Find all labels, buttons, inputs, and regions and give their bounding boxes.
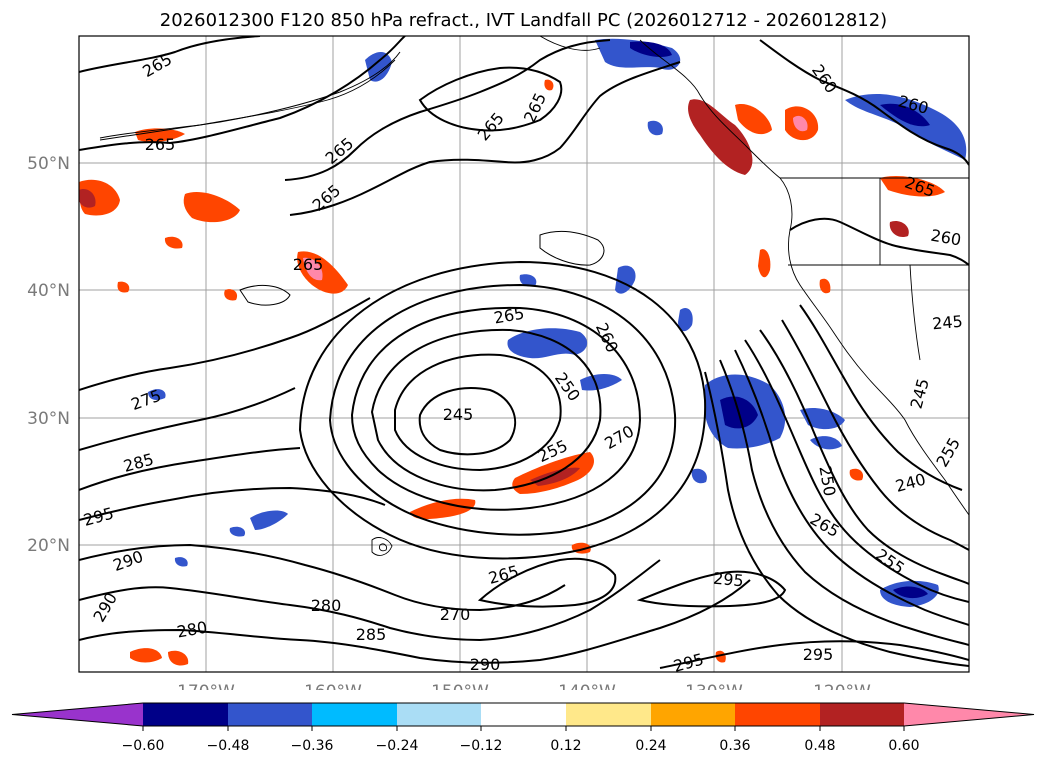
contour-label: 295: [712, 569, 744, 591]
lon-label-160w: 160°W: [304, 682, 362, 690]
colorbar-tick-label: −0.24: [376, 738, 419, 754]
colorbar-segment: [735, 703, 820, 726]
lat-label-20n: 20°N: [27, 536, 70, 556]
colorbar-tick-label: −0.12: [460, 738, 503, 754]
colorbar-segments: [12, 703, 1034, 726]
contour-label: 265: [293, 255, 324, 274]
lat-label-40n: 40°N: [27, 281, 70, 301]
contour-label: 295: [803, 645, 834, 664]
contour-label: 265: [145, 135, 176, 154]
colorbar-segment: [397, 703, 481, 726]
colorbar-segment: [566, 703, 651, 726]
colorbar-extend-min: [12, 703, 143, 726]
colorbar-ticks: [143, 726, 904, 731]
colorbar-tick-labels: −0.60 −0.48 −0.36 −0.24 −0.12 0.12 0.24 …: [122, 738, 920, 754]
lat-label-50n: 50°N: [27, 154, 70, 174]
contour-label: 280: [311, 596, 342, 615]
colorbar-segment: [820, 703, 904, 726]
colorbar-tick-label: −0.48: [207, 738, 250, 754]
colorbar-segment: [228, 703, 312, 726]
colorbar-tick-label: 0.36: [719, 738, 750, 754]
colorbar-extend-max: [904, 703, 1034, 726]
lon-label-130w: 130°W: [685, 682, 743, 690]
colorbar-tick-label: 0.48: [804, 738, 835, 754]
latitude-labels: 50°N 40°N 30°N 20°N: [27, 154, 70, 556]
colorbar-outline: [12, 703, 1034, 726]
contour-label: 245: [443, 405, 474, 424]
contour-label: 290: [470, 655, 501, 674]
lon-label-120w: 120°W: [813, 682, 871, 690]
map-figure: 265 265 265 265 265 265 260 260 265 265 …: [0, 0, 1047, 690]
colorbar-tick-label: −0.60: [122, 738, 165, 754]
colorbar-tick-label: 0.60: [888, 738, 919, 754]
lon-label-150w: 150°W: [431, 682, 489, 690]
colorbar-segment: [143, 703, 228, 726]
lat-label-30n: 30°N: [27, 409, 70, 429]
colorbar-segment: [481, 703, 566, 726]
longitude-labels: 170°W 160°W 150°W 140°W 130°W 120°W: [177, 682, 871, 690]
lon-label-170w: 170°W: [177, 682, 235, 690]
contour-label: 285: [356, 625, 387, 644]
lon-label-140w: 140°W: [558, 682, 616, 690]
colorbar-tick-label: 0.12: [550, 738, 581, 754]
contour-label: 245: [931, 312, 963, 334]
colorbar-segment: [312, 703, 397, 726]
colorbar-tick-label: 0.24: [635, 738, 666, 754]
map-plot-area: 265 265 265 265 265 265 260 260 265 265 …: [79, 36, 969, 676]
colorbar-segment: [651, 703, 735, 726]
colorbar-tick-label: −0.36: [291, 738, 334, 754]
contour-label: 270: [440, 605, 471, 624]
